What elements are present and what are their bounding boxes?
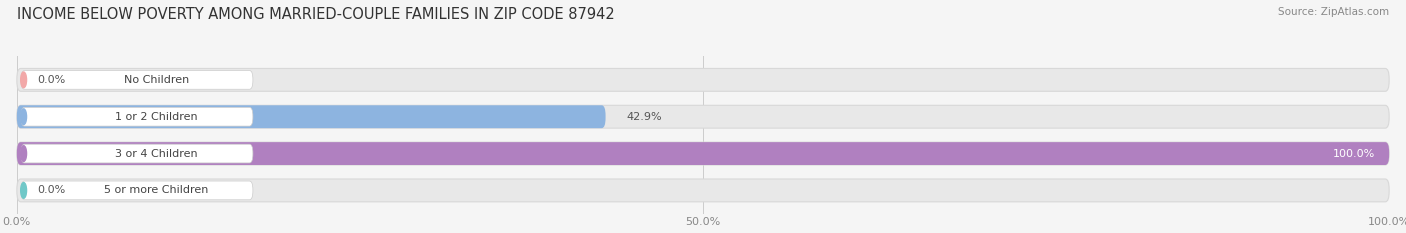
Text: 100.0%: 100.0%	[1333, 149, 1375, 159]
Text: 42.9%: 42.9%	[626, 112, 662, 122]
FancyBboxPatch shape	[21, 181, 253, 200]
Circle shape	[21, 146, 27, 161]
FancyBboxPatch shape	[17, 105, 1389, 128]
Text: No Children: No Children	[124, 75, 188, 85]
Text: Source: ZipAtlas.com: Source: ZipAtlas.com	[1278, 7, 1389, 17]
FancyBboxPatch shape	[21, 144, 253, 163]
Circle shape	[21, 182, 27, 198]
Circle shape	[21, 72, 27, 88]
Text: 1 or 2 Children: 1 or 2 Children	[115, 112, 197, 122]
FancyBboxPatch shape	[17, 179, 1389, 202]
FancyBboxPatch shape	[21, 71, 253, 89]
Circle shape	[21, 109, 27, 125]
FancyBboxPatch shape	[17, 142, 1389, 165]
Text: 0.0%: 0.0%	[38, 75, 66, 85]
Text: INCOME BELOW POVERTY AMONG MARRIED-COUPLE FAMILIES IN ZIP CODE 87942: INCOME BELOW POVERTY AMONG MARRIED-COUPL…	[17, 7, 614, 22]
FancyBboxPatch shape	[17, 142, 1389, 165]
FancyBboxPatch shape	[17, 69, 1389, 91]
Text: 5 or more Children: 5 or more Children	[104, 185, 208, 195]
Text: 3 or 4 Children: 3 or 4 Children	[115, 149, 197, 159]
FancyBboxPatch shape	[21, 107, 253, 126]
FancyBboxPatch shape	[17, 105, 606, 128]
Text: 0.0%: 0.0%	[38, 185, 66, 195]
